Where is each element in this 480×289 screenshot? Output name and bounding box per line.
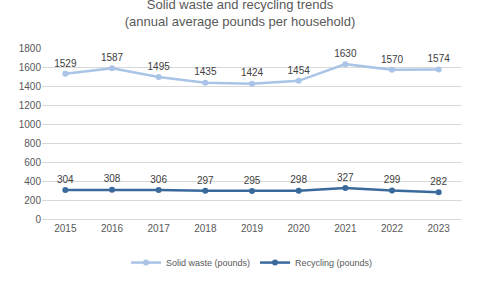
svg-text:800: 800 (24, 138, 41, 149)
svg-text:2017: 2017 (148, 223, 171, 234)
svg-text:1800: 1800 (19, 43, 42, 54)
svg-text:304: 304 (57, 174, 74, 185)
svg-text:2022: 2022 (381, 223, 404, 234)
svg-text:2020: 2020 (288, 223, 311, 234)
svg-text:2021: 2021 (334, 223, 357, 234)
svg-text:0: 0 (35, 214, 41, 225)
svg-text:2016: 2016 (101, 223, 124, 234)
svg-text:2015: 2015 (54, 223, 77, 234)
svg-text:1570: 1570 (381, 54, 404, 65)
svg-text:297: 297 (197, 175, 214, 186)
svg-text:2019: 2019 (241, 223, 264, 234)
svg-text:1529: 1529 (54, 58, 77, 69)
svg-text:2023: 2023 (428, 223, 451, 234)
svg-text:1200: 1200 (19, 100, 42, 111)
svg-text:298: 298 (290, 174, 307, 185)
svg-text:282: 282 (430, 176, 447, 187)
svg-text:1424: 1424 (241, 67, 264, 78)
svg-text:Solid waste and recycling tren: Solid waste and recycling trends(annual … (125, 0, 356, 29)
svg-text:1000: 1000 (19, 119, 42, 130)
svg-text:1630: 1630 (334, 48, 357, 59)
svg-text:1587: 1587 (101, 52, 124, 63)
svg-text:327: 327 (337, 172, 354, 183)
svg-text:1600: 1600 (19, 62, 42, 73)
svg-text:1574: 1574 (428, 53, 451, 64)
svg-text:299: 299 (384, 174, 401, 185)
svg-text:1495: 1495 (148, 61, 171, 72)
svg-text:1400: 1400 (19, 81, 42, 92)
svg-text:295: 295 (244, 175, 261, 186)
svg-text:306: 306 (150, 174, 167, 185)
svg-text:Recycling (pounds): Recycling (pounds) (295, 258, 372, 268)
svg-text:2018: 2018 (194, 223, 217, 234)
svg-text:308: 308 (104, 173, 121, 184)
svg-text:1435: 1435 (194, 66, 217, 77)
svg-text:400: 400 (24, 176, 41, 187)
svg-text:600: 600 (24, 157, 41, 168)
svg-text:1454: 1454 (288, 65, 311, 76)
svg-text:Solid waste (pounds): Solid waste (pounds) (166, 258, 250, 268)
svg-text:200: 200 (24, 195, 41, 206)
